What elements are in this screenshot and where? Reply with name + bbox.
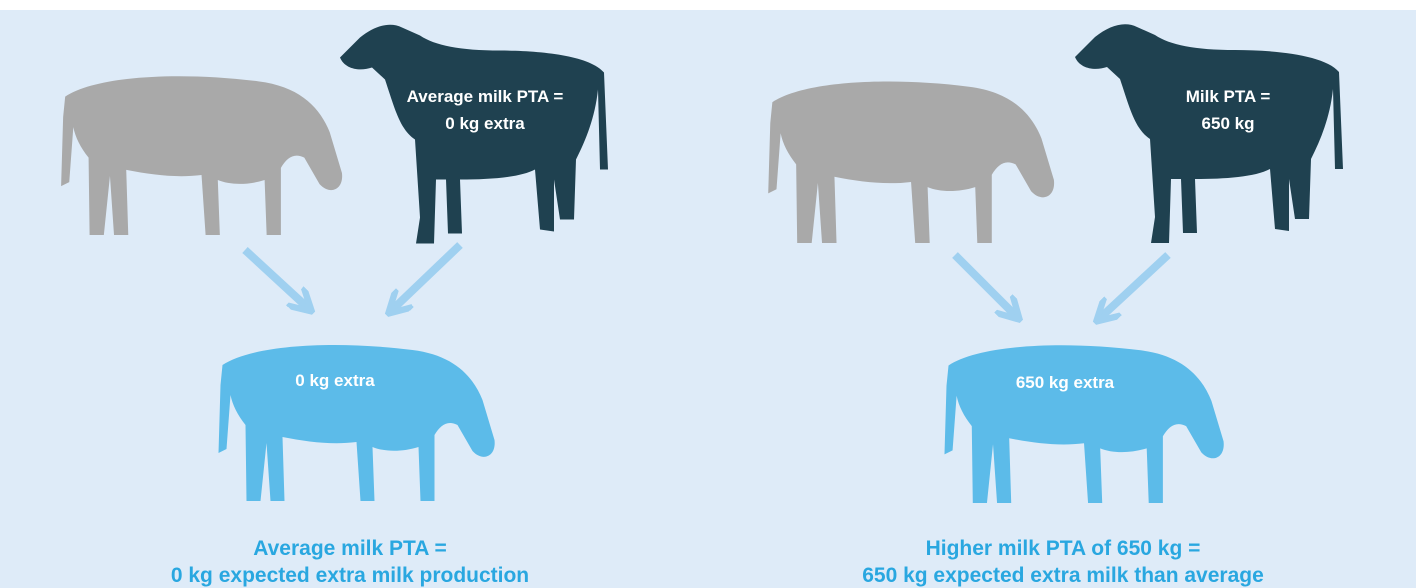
caption: Average milk PTA = — [253, 537, 447, 560]
diagram: Average milk PTA = 0 kg extra 0 kg extra… — [0, 0, 1416, 588]
caption: 0 kg expected extra milk production — [171, 564, 529, 587]
parent-label: Milk PTA = — [1186, 87, 1271, 106]
parent-label: 0 kg extra — [445, 114, 525, 133]
parent-label: Average milk PTA = — [407, 87, 564, 106]
page: {"panels": [ {"parent_label": ["Average … — [0, 0, 1416, 588]
caption: Higher milk PTA of 650 kg = — [926, 537, 1201, 560]
offspring-label: 0 kg extra — [295, 371, 375, 390]
caption: 650 kg expected extra milk than average — [862, 564, 1264, 587]
parent-label: 650 kg — [1202, 114, 1255, 133]
offspring-label: 650 kg extra — [1016, 373, 1115, 392]
